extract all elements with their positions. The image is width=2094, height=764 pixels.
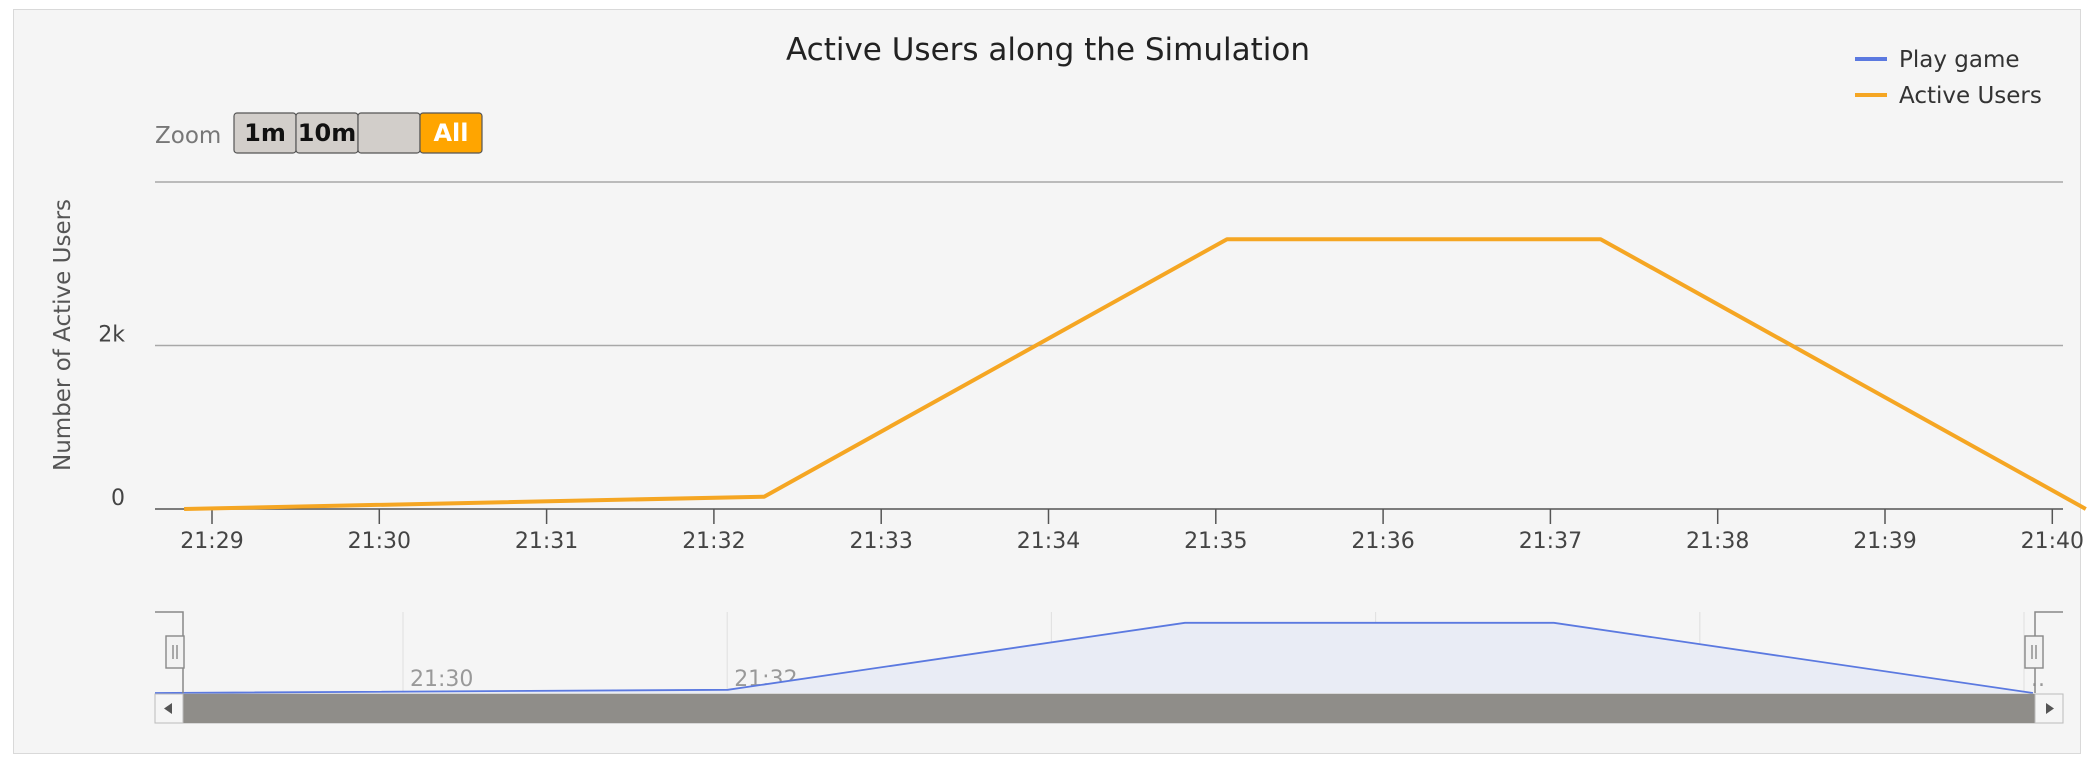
legend-item-label[interactable]: Active Users xyxy=(1899,83,2042,109)
series-line xyxy=(184,237,2087,511)
legend-item-label[interactable]: Play game xyxy=(1899,47,2020,73)
navigator-line xyxy=(154,621,2034,694)
x-tick-label: 21:32 xyxy=(682,529,745,554)
navigator-area xyxy=(155,622,2033,693)
scrollbar-thumb[interactable] xyxy=(183,694,2035,723)
x-tick-label: 21:38 xyxy=(1686,529,1749,554)
x-tick-label: 21:40 xyxy=(2021,529,2084,554)
navigator-tick-label: .. xyxy=(2031,667,2045,692)
y-tick-label: 0 xyxy=(111,486,125,511)
zoom-button-label[interactable]: All xyxy=(433,119,468,147)
x-axis-ticks: 21:29 21:30 21:31 21:32 21:33 21:34 21:35 21:36… xyxy=(180,509,2084,554)
zoom-button[interactable] xyxy=(357,112,421,154)
x-tick-label: 21:33 xyxy=(849,529,912,554)
zoom-button[interactable] xyxy=(419,112,483,154)
x-tick-label: 21:34 xyxy=(1017,529,1080,554)
arrow-left-icon xyxy=(164,703,172,714)
x-tick-label: 21:31 xyxy=(515,529,578,554)
y-tick-label: 2k xyxy=(98,323,125,348)
x-tick-label: 21:35 xyxy=(1184,529,1247,554)
x-tick-label: 21:39 xyxy=(1853,529,1916,554)
navigator-tick-label: 21:30 xyxy=(410,667,473,692)
chart-title: Active Users along the Simulation xyxy=(786,32,1310,68)
y-axis-label: Number of Active Users xyxy=(50,199,76,471)
arrow-right-icon xyxy=(2046,703,2054,714)
legend[interactable]: Play game Active Users xyxy=(1855,47,2042,109)
zoom-button-label[interactable]: 1m xyxy=(244,119,286,147)
navigator-handle-left[interactable] xyxy=(165,635,185,669)
x-tick-label: 21:36 xyxy=(1351,529,1414,554)
scroll-right-button[interactable] xyxy=(2034,693,2064,724)
zoom-button-label[interactable]: 10m xyxy=(298,119,356,147)
zoom-label: Zoom xyxy=(155,123,221,149)
y-axis-ticks: 0 2k xyxy=(98,323,125,512)
navigator-handle-right[interactable] xyxy=(2024,635,2044,669)
x-tick-label: 21:29 xyxy=(180,529,243,554)
zoom-controls: Zoom 1m 10m All xyxy=(155,112,483,154)
gridlines xyxy=(155,181,2063,510)
x-tick-label: 21:37 xyxy=(1519,529,1582,554)
series-layer xyxy=(184,237,2087,511)
x-tick-label: 21:30 xyxy=(348,529,411,554)
scroll-left-button[interactable] xyxy=(154,693,184,724)
